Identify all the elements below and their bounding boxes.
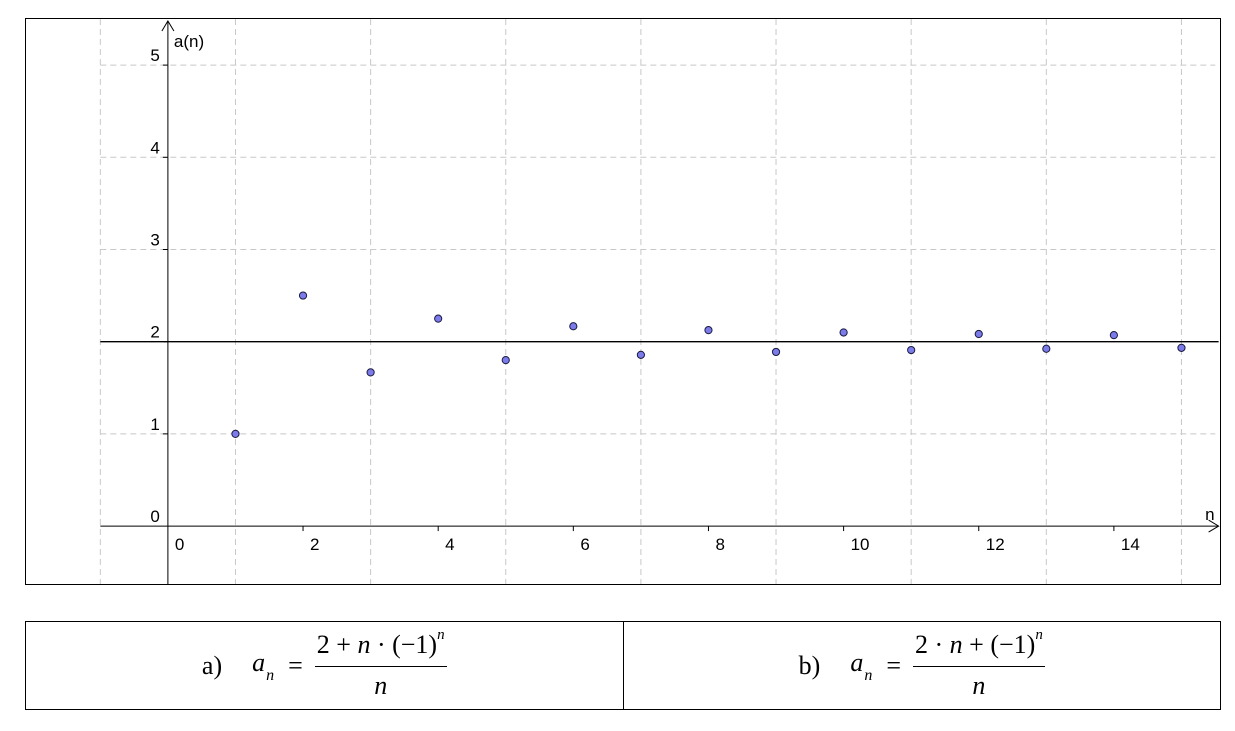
y-tick-label: 5 <box>150 46 159 65</box>
formula-a-num-mid: · (−1) <box>370 630 438 659</box>
data-point <box>298 291 308 300</box>
data-point <box>839 328 848 337</box>
formula-a-term: an <box>252 648 275 684</box>
data-point <box>974 329 983 339</box>
x-tick-label: 2 <box>310 535 319 554</box>
formula-b: b) an = 2 · n + (−1)n n <box>798 627 1045 701</box>
formula-b-numerator: 2 · n + (−1)n <box>913 627 1045 667</box>
y-tick-label: 2 <box>150 323 159 342</box>
chart-frame: 0 2 4 6 8 10 12 14 0 1 2 3 4 5 n a(n) <box>25 18 1221 585</box>
x-tick-label: 4 <box>445 535 454 554</box>
formula-table: a) an = 2 + n · (−1)n n b) an = 2 · n + … <box>25 621 1221 710</box>
formula-a-fraction: 2 + n · (−1)n n <box>314 627 447 701</box>
x-tick-label: 14 <box>1121 535 1140 554</box>
x-tick-label: 10 <box>851 535 870 554</box>
formula-a-sub: n <box>266 666 275 684</box>
y-axis-label: a(n) <box>174 32 204 51</box>
formula-b-num-mid: + (−1) <box>962 630 1036 659</box>
formula-a-num-n: n <box>357 630 371 659</box>
x-tick-label: 8 <box>715 535 724 554</box>
data-point <box>1042 344 1051 353</box>
data-point <box>569 322 578 331</box>
formula-a-num-pre: 2 + <box>316 630 358 659</box>
formula-b-sub: n <box>864 666 873 684</box>
data-point <box>231 429 240 438</box>
x-axis-label: n <box>1205 505 1214 524</box>
y-tick-label: 0 <box>150 507 159 526</box>
x-tick-label: 12 <box>986 535 1005 554</box>
y-tick-label: 1 <box>150 415 159 434</box>
formula-a-var: a <box>252 648 266 678</box>
data-point <box>434 314 443 323</box>
formula-b-term: an <box>850 648 873 684</box>
formula-row: a) an = 2 + n · (−1)n n b) an = 2 · n + … <box>25 621 1221 710</box>
formula-a-num-exp: n <box>437 627 445 644</box>
formula-a-numerator: 2 + n · (−1)n <box>314 627 447 667</box>
formula-b-label: b) <box>798 650 821 680</box>
formula-a-label: a) <box>201 650 223 680</box>
formula-b-var: a <box>850 648 864 678</box>
data-point <box>1177 343 1186 352</box>
formula-cell-b: b) an = 2 · n + (−1)n n <box>622 621 1221 710</box>
formula-a-equals: = <box>288 650 303 680</box>
data-point <box>704 326 713 335</box>
formula-b-fraction: 2 · n + (−1)n n <box>913 627 1045 701</box>
x-tick-label: 0 <box>175 535 184 554</box>
formula-b-equals: = <box>886 650 901 680</box>
data-point <box>366 368 375 377</box>
y-tick-label: 4 <box>150 138 159 157</box>
formula-b-num-pre: 2 · <box>915 630 950 659</box>
formula-a: a) an = 2 + n · (−1)n n <box>201 627 447 701</box>
x-axis-arrow <box>1208 519 1220 533</box>
formula-b-num-n: n <box>949 630 963 659</box>
data-point <box>501 356 510 365</box>
x-tick-label: 6 <box>580 535 589 554</box>
formula-cell-a: a) an = 2 + n · (−1)n n <box>25 621 624 710</box>
formula-b-denominator: n <box>972 671 986 700</box>
data-point <box>771 347 781 357</box>
y-axis-arrow <box>161 20 175 32</box>
formula-a-denominator: n <box>374 671 388 700</box>
data-point <box>907 345 916 355</box>
y-tick-label: 3 <box>150 230 159 249</box>
data-point <box>636 350 645 359</box>
formula-b-num-exp: n <box>1035 627 1043 644</box>
data-point <box>1109 331 1118 340</box>
